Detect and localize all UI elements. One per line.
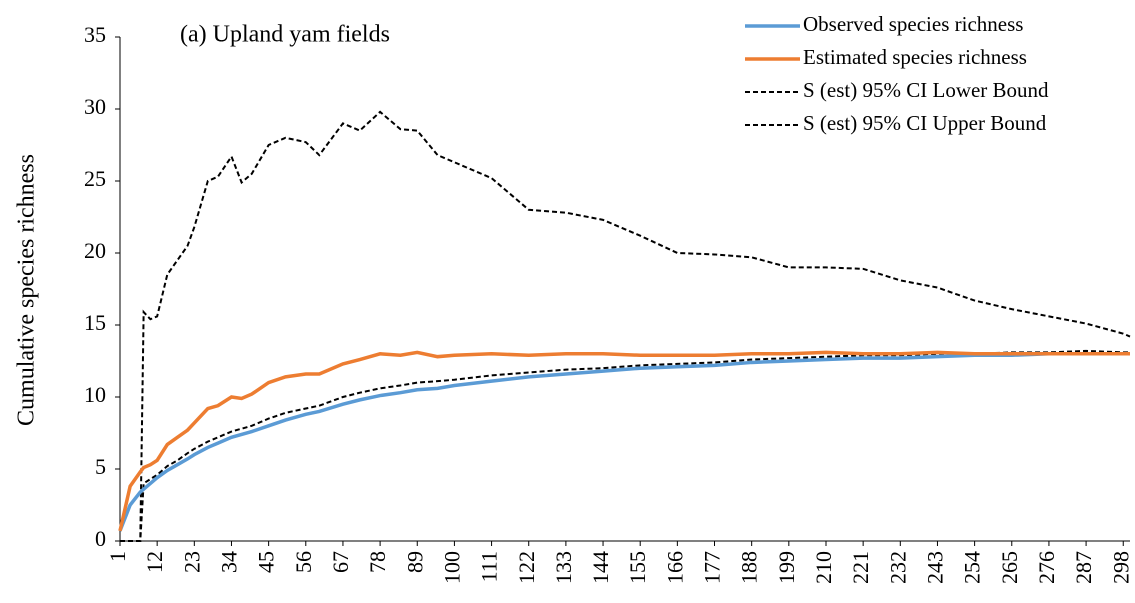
x-tick-label: 265 [997, 551, 1022, 584]
y-tick-label: 15 [84, 310, 106, 335]
x-tick-label: 243 [923, 551, 948, 584]
x-tick-label: 221 [848, 551, 873, 584]
x-tick-label: 89 [402, 551, 427, 573]
x-tick-label: 34 [217, 551, 242, 573]
y-tick-label: 10 [84, 382, 106, 407]
x-tick-label: 199 [774, 551, 799, 584]
y-tick-label: 30 [84, 94, 106, 119]
x-tick-label: 155 [625, 551, 650, 584]
x-tick-label: 276 [1034, 551, 1059, 584]
x-tick-label: 122 [514, 551, 539, 584]
x-tick-label: 232 [885, 551, 910, 584]
x-tick-label: 144 [588, 551, 613, 584]
x-tick-label: 177 [700, 551, 725, 584]
legend-label: S (est) 95% CI Lower Bound [803, 78, 1049, 102]
legend-label: Observed species richness [803, 12, 1023, 36]
y-axis-label: Cumulative species richness [14, 154, 40, 426]
legend-label: S (est) 95% CI Upper Bound [803, 111, 1047, 135]
x-tick-label: 111 [477, 551, 502, 582]
x-tick-label: 45 [254, 551, 279, 573]
series-line [118, 352, 1130, 532]
x-tick-label: 298 [1108, 551, 1133, 584]
y-tick-label: 25 [84, 166, 106, 191]
x-tick-label: 100 [439, 551, 464, 584]
x-tick-label: 287 [1071, 551, 1096, 584]
series-line [120, 349, 1130, 542]
x-tick-label: 254 [960, 551, 985, 584]
x-tick-label: 23 [179, 551, 204, 573]
series-line [120, 110, 1131, 542]
x-tick-label: 78 [365, 551, 390, 573]
y-tick-label: 5 [95, 454, 106, 479]
series-line [118, 350, 1130, 532]
x-tick-label: 210 [811, 551, 836, 584]
y-tick-label: 35 [84, 22, 106, 47]
x-tick-label: 12 [142, 551, 167, 573]
y-tick-label: 0 [95, 526, 106, 551]
legend-label: Estimated species richness [803, 45, 1027, 69]
x-tick-label: 133 [551, 551, 576, 584]
x-tick-label: 188 [737, 551, 762, 584]
chart-title: (a) Upland yam fields [180, 22, 390, 48]
x-tick-label: 166 [662, 551, 687, 584]
y-tick-label: 20 [84, 238, 106, 263]
x-tick-label: 67 [328, 551, 353, 573]
x-tick-label: 1 [105, 551, 130, 562]
x-tick-label: 56 [291, 551, 316, 573]
